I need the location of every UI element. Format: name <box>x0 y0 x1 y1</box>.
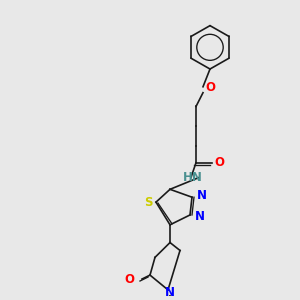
Text: O: O <box>124 272 134 286</box>
Text: S: S <box>144 196 152 208</box>
Text: HN: HN <box>183 171 203 184</box>
Text: O: O <box>205 81 215 94</box>
Text: N: N <box>165 286 175 299</box>
Text: N: N <box>197 189 207 202</box>
Text: O: O <box>214 156 224 169</box>
Text: N: N <box>195 210 205 224</box>
